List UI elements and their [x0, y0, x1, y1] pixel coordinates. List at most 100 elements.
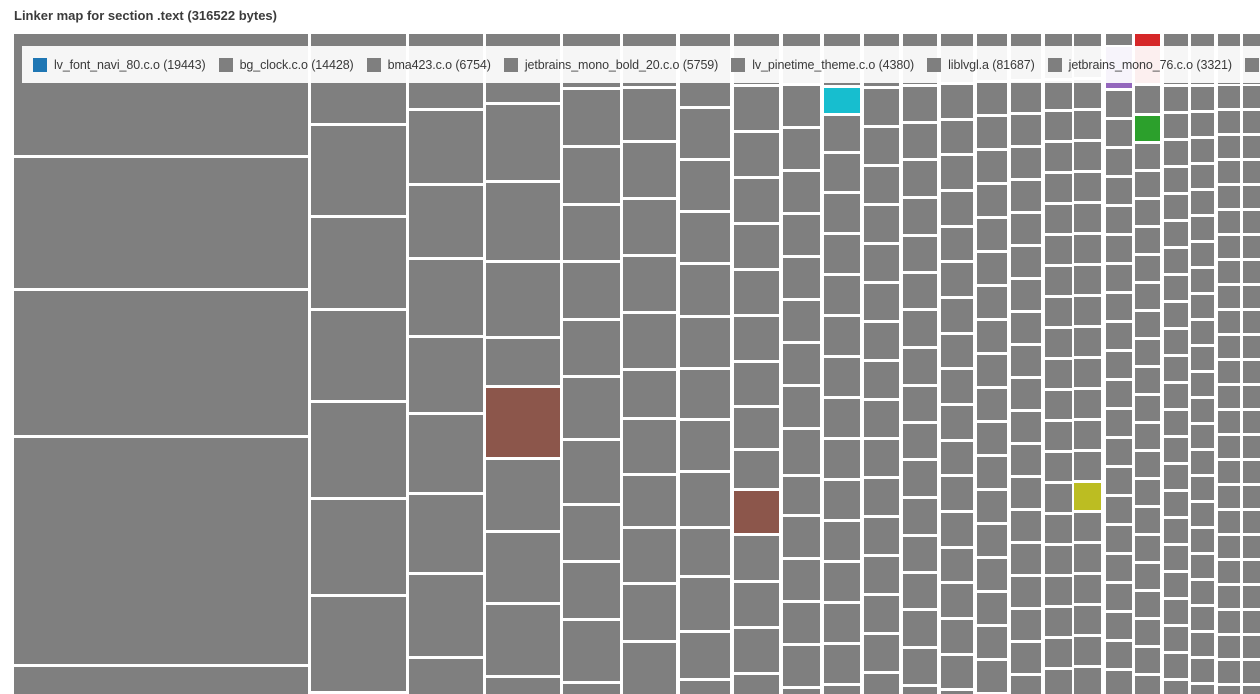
treemap-block[interactable] — [1164, 492, 1188, 516]
treemap-block[interactable] — [782, 646, 820, 686]
treemap-block-cyan[interactable] — [823, 88, 860, 113]
treemap-block[interactable] — [1106, 584, 1132, 610]
treemap-block[interactable] — [1106, 91, 1132, 117]
treemap-block[interactable] — [1074, 513, 1101, 541]
treemap-block[interactable] — [1191, 191, 1215, 214]
treemap-block[interactable] — [902, 499, 937, 534]
treemap-block-brown[interactable] — [486, 388, 560, 457]
treemap-block[interactable] — [1106, 265, 1132, 291]
treemap-block[interactable] — [622, 314, 676, 368]
treemap-block[interactable] — [14, 291, 308, 435]
legend-item[interactable]: lv_font_navi_80.c.o (19443) — [33, 57, 206, 72]
treemap-block[interactable] — [1243, 236, 1260, 258]
treemap-block[interactable] — [1243, 386, 1260, 408]
treemap-block[interactable] — [679, 578, 730, 630]
treemap-block-olive[interactable] — [1074, 483, 1101, 510]
treemap-block[interactable] — [1135, 508, 1161, 533]
treemap-block[interactable] — [1074, 204, 1101, 232]
treemap-block[interactable] — [782, 129, 820, 169]
treemap-block[interactable] — [733, 317, 779, 360]
treemap-block[interactable] — [733, 271, 779, 314]
treemap-block[interactable] — [940, 691, 973, 694]
treemap-block[interactable] — [1106, 178, 1132, 204]
treemap-block[interactable] — [679, 529, 730, 575]
legend-item[interactable]: bg_clock.c.o (14428) — [218, 57, 354, 72]
treemap-block[interactable] — [823, 686, 860, 694]
treemap-block[interactable] — [1243, 661, 1260, 683]
treemap-block[interactable] — [1106, 642, 1132, 668]
treemap-block[interactable] — [486, 460, 560, 530]
treemap-block[interactable] — [976, 151, 1008, 182]
treemap-block[interactable] — [1164, 519, 1188, 543]
treemap-block[interactable] — [486, 183, 560, 260]
treemap-block[interactable] — [1011, 511, 1041, 541]
treemap-block[interactable] — [1135, 340, 1161, 365]
treemap-block[interactable] — [863, 362, 899, 398]
treemap-block[interactable] — [940, 442, 973, 474]
treemap-block[interactable] — [1135, 676, 1161, 694]
treemap-block[interactable] — [1074, 637, 1101, 665]
treemap-block[interactable] — [976, 661, 1008, 692]
treemap-block[interactable] — [782, 344, 820, 384]
treemap-block[interactable] — [902, 537, 937, 571]
treemap-block[interactable] — [1011, 445, 1041, 475]
treemap-block[interactable] — [823, 276, 860, 314]
treemap-block[interactable] — [1243, 336, 1260, 358]
treemap-block[interactable] — [562, 148, 620, 203]
treemap-block[interactable] — [1243, 311, 1260, 333]
treemap-block[interactable] — [782, 517, 820, 557]
treemap-block[interactable] — [1164, 384, 1188, 408]
treemap-block[interactable] — [1243, 361, 1260, 383]
treemap-block[interactable] — [1074, 452, 1101, 480]
treemap-block[interactable] — [1243, 286, 1260, 308]
treemap-block[interactable] — [622, 257, 676, 311]
treemap-block[interactable] — [679, 265, 730, 315]
treemap-block[interactable] — [1074, 173, 1101, 201]
treemap-block[interactable] — [1106, 323, 1132, 349]
treemap-block[interactable] — [782, 603, 820, 643]
treemap-block[interactable] — [310, 500, 406, 594]
treemap-block[interactable] — [1191, 399, 1215, 422]
treemap-block[interactable] — [1164, 411, 1188, 435]
treemap-block[interactable] — [1044, 81, 1072, 109]
treemap-block[interactable] — [1218, 236, 1240, 258]
treemap-block[interactable] — [1106, 613, 1132, 639]
treemap-block[interactable] — [863, 635, 899, 671]
treemap-block[interactable] — [1106, 468, 1132, 494]
treemap-block[interactable] — [823, 154, 860, 191]
treemap-block[interactable] — [902, 237, 937, 271]
treemap-block[interactable] — [1218, 211, 1240, 233]
treemap-block[interactable] — [1164, 141, 1188, 165]
treemap-block[interactable] — [622, 476, 676, 526]
treemap-block[interactable] — [1218, 586, 1240, 608]
treemap-block[interactable] — [1074, 668, 1101, 694]
treemap-block[interactable] — [823, 645, 860, 683]
treemap-block[interactable] — [1218, 336, 1240, 358]
treemap-block[interactable] — [622, 529, 676, 582]
treemap-block[interactable] — [1218, 561, 1240, 583]
treemap-block[interactable] — [940, 620, 973, 653]
treemap-block[interactable] — [940, 263, 973, 296]
treemap-block[interactable] — [823, 604, 860, 642]
treemap-block[interactable] — [1135, 536, 1161, 561]
treemap-block[interactable] — [1074, 390, 1101, 418]
treemap-block[interactable] — [310, 403, 406, 497]
legend-item[interactable]: jetbrains_mono_bold_20.c.o (5759) — [503, 57, 718, 72]
treemap-block[interactable] — [562, 684, 620, 694]
treemap-block[interactable] — [733, 225, 779, 268]
treemap-block[interactable] — [940, 406, 973, 439]
treemap-block[interactable] — [823, 235, 860, 273]
treemap-block[interactable] — [1135, 256, 1161, 281]
treemap-block[interactable] — [562, 321, 620, 375]
treemap-block[interactable] — [940, 156, 973, 189]
treemap-block[interactable] — [1011, 379, 1041, 409]
treemap-block[interactable] — [1243, 211, 1260, 233]
treemap-block[interactable] — [976, 627, 1008, 658]
treemap-block[interactable] — [1243, 461, 1260, 483]
treemap-block[interactable] — [1191, 87, 1215, 110]
treemap-block[interactable] — [1164, 87, 1188, 111]
treemap-block[interactable] — [1218, 436, 1240, 458]
treemap-block[interactable] — [310, 597, 406, 691]
treemap-block[interactable] — [1191, 269, 1215, 292]
treemap-block[interactable] — [679, 473, 730, 526]
